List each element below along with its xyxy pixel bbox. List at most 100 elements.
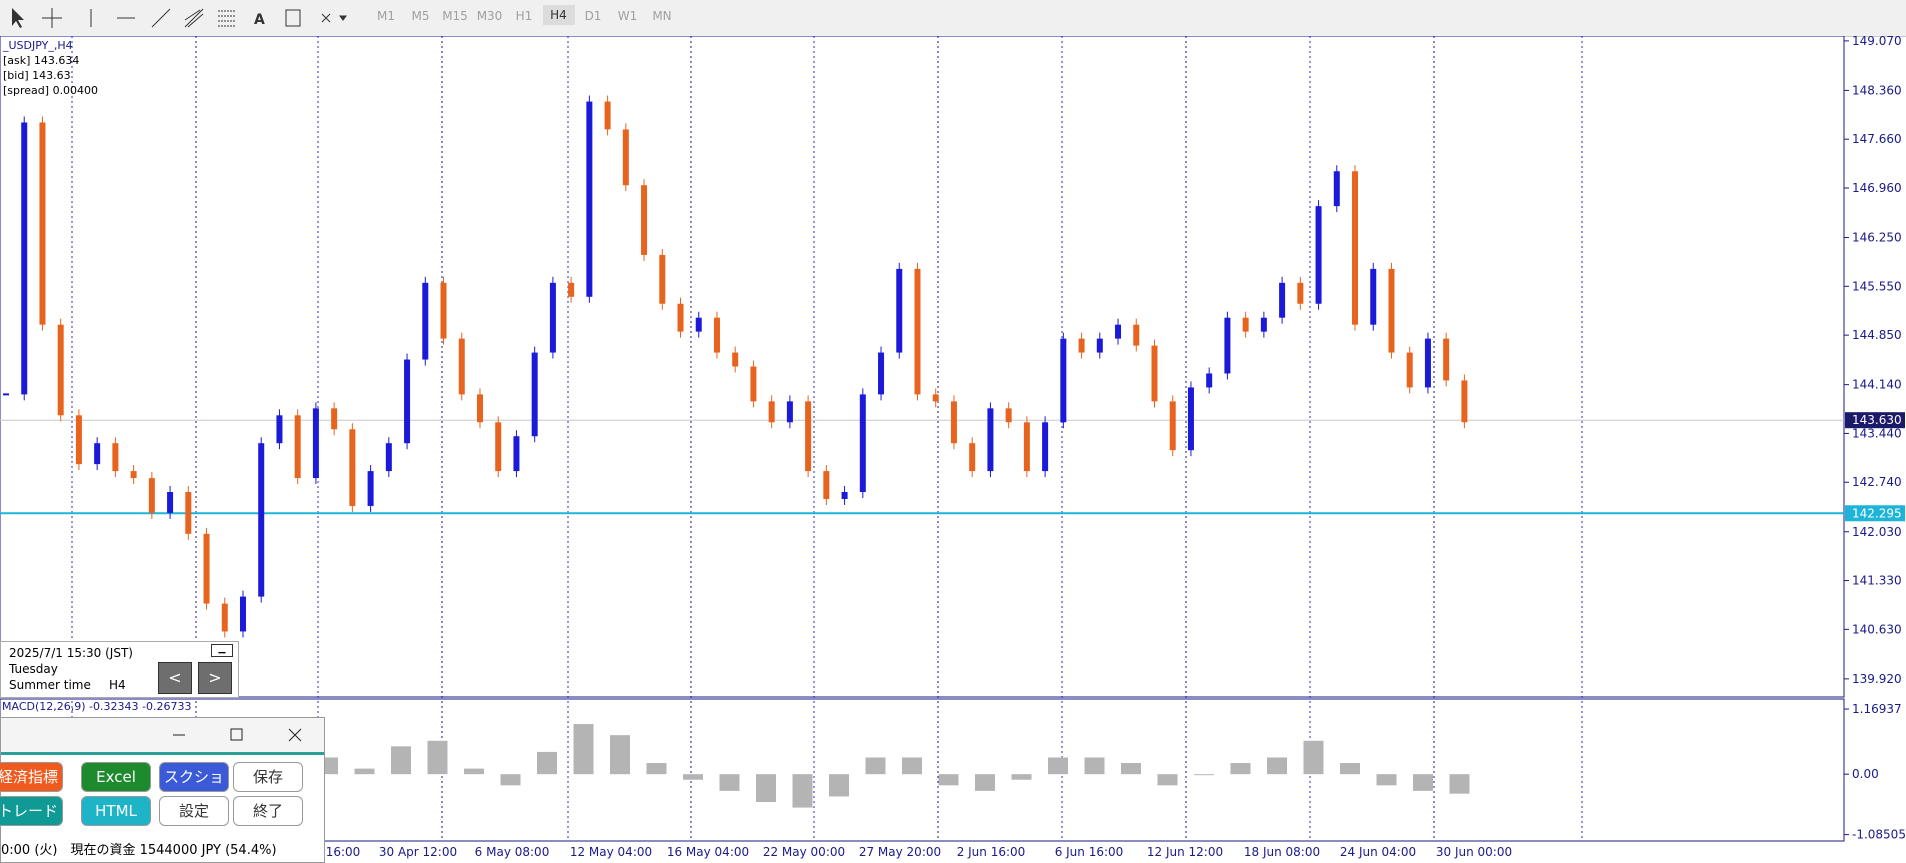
candle xyxy=(440,282,447,339)
timeframe-button[interactable]: M30 xyxy=(476,9,503,23)
candle xyxy=(732,352,739,367)
cursor-icon[interactable] xyxy=(12,8,24,28)
candle xyxy=(1279,282,1286,318)
label-icon[interactable] xyxy=(285,9,301,27)
text-icon[interactable]: A xyxy=(254,12,265,28)
y-tick-label: 0.00 xyxy=(1852,767,1879,781)
timeframe-button[interactable]: M1 xyxy=(377,9,395,23)
candle xyxy=(1297,282,1304,304)
fib-icon[interactable] xyxy=(218,10,236,27)
macd-bar xyxy=(537,751,557,775)
timeframe-button[interactable]: W1 xyxy=(617,9,638,23)
candle xyxy=(1315,206,1322,304)
macd-bar xyxy=(1194,774,1214,776)
candle xyxy=(896,268,903,353)
season: Summer time xyxy=(9,678,91,692)
close-button[interactable] xyxy=(288,728,302,742)
y-tick-label: 144.140 xyxy=(1852,378,1902,392)
candle xyxy=(677,303,684,332)
candle xyxy=(987,408,994,472)
channel-icon[interactable] xyxy=(184,8,204,28)
tool-button[interactable]: トレード xyxy=(0,796,63,826)
x-tick-label: 12 Jun 12:00 xyxy=(1147,845,1223,859)
macd-bar xyxy=(1340,763,1360,775)
y-tick-label: 146.960 xyxy=(1852,181,1902,195)
macd-bar xyxy=(427,740,448,775)
candle xyxy=(294,415,301,479)
bid-label-bg xyxy=(1845,412,1905,429)
trendline-icon[interactable] xyxy=(151,8,171,28)
next-button[interactable]: > xyxy=(198,662,232,694)
candle xyxy=(841,492,848,499)
candle xyxy=(1078,338,1085,353)
candle xyxy=(513,436,520,472)
tool-button[interactable]: 経済指標 xyxy=(0,762,63,792)
candle xyxy=(39,122,46,325)
datetime: 2025/7/1 15:30 (JST) xyxy=(9,646,133,660)
timeframe-button[interactable]: M5 xyxy=(411,9,430,23)
minimize-panel[interactable]: ▁ xyxy=(211,644,233,657)
candle xyxy=(331,408,338,430)
macd-bar xyxy=(464,768,484,775)
maximize-button[interactable] xyxy=(230,728,243,741)
tool-button[interactable]: 設定 xyxy=(159,796,229,826)
candle xyxy=(1224,317,1231,374)
x-tick-label: 24 Jun 04:00 xyxy=(1340,845,1416,859)
candle xyxy=(586,101,593,297)
macd-bar xyxy=(610,735,630,775)
candle xyxy=(549,282,556,353)
candle xyxy=(768,401,775,423)
candle xyxy=(422,282,429,360)
candle xyxy=(659,254,666,304)
timeframe-button[interactable]: H4 xyxy=(542,5,575,25)
x-tick-label: 16:00 xyxy=(326,845,361,859)
candle xyxy=(1096,338,1103,353)
candle xyxy=(859,394,866,493)
tool-button[interactable]: HTML xyxy=(81,796,151,826)
level-label: 142.295 xyxy=(1852,506,1902,520)
y-tick-label: 142.740 xyxy=(1852,475,1902,489)
candle xyxy=(805,401,812,472)
candle xyxy=(1023,422,1030,472)
macd-bar xyxy=(1121,763,1141,775)
x-tick-label: 6 Jun 16:00 xyxy=(1055,845,1124,859)
candle xyxy=(1443,338,1450,381)
timeframe-button[interactable]: M15 xyxy=(442,9,468,23)
candle xyxy=(641,185,648,255)
quote-line: [spread] 0.00400 xyxy=(3,84,98,97)
macd-bar xyxy=(1230,763,1251,775)
crosshair-icon[interactable] xyxy=(42,8,62,28)
candle xyxy=(458,338,465,395)
candle xyxy=(1242,317,1249,332)
macd-bar xyxy=(792,774,813,808)
candle xyxy=(969,443,976,472)
macd-bar xyxy=(1449,774,1470,794)
candle xyxy=(349,429,356,506)
candle xyxy=(1388,268,1395,353)
tool-button[interactable]: スクショ xyxy=(159,762,229,792)
button-area xyxy=(1,752,324,842)
status-text: 0:00 (火) 現在の資金 1544000 JPY (54.4%) xyxy=(1,843,277,858)
candle xyxy=(1260,317,1267,332)
tool-button[interactable]: 終了 xyxy=(233,796,303,826)
macd-bar xyxy=(938,774,959,786)
candle xyxy=(1406,352,1413,388)
candle xyxy=(495,422,502,472)
x-tick-label: 2 Jun 16:00 xyxy=(957,845,1026,859)
macd-bar xyxy=(975,774,995,791)
timeframe-button[interactable]: MN xyxy=(652,9,672,23)
candle xyxy=(786,401,793,423)
timeframe-button[interactable]: H1 xyxy=(515,9,533,23)
quote-line: [bid] 143.63 xyxy=(3,69,71,82)
candle xyxy=(1042,422,1049,472)
symbol-title: _USDJPY_,H4 xyxy=(2,39,73,52)
macd-bar xyxy=(829,774,849,797)
prev-button[interactable]: < xyxy=(158,662,192,694)
macd-bar xyxy=(500,774,521,786)
window-controls xyxy=(173,728,302,742)
macd-bar xyxy=(573,724,594,775)
shapes-icon[interactable] xyxy=(321,13,347,23)
tool-button[interactable]: Excel xyxy=(81,762,151,792)
timeframe-button[interactable]: D1 xyxy=(584,9,602,23)
tool-button[interactable]: 保存 xyxy=(233,762,303,792)
